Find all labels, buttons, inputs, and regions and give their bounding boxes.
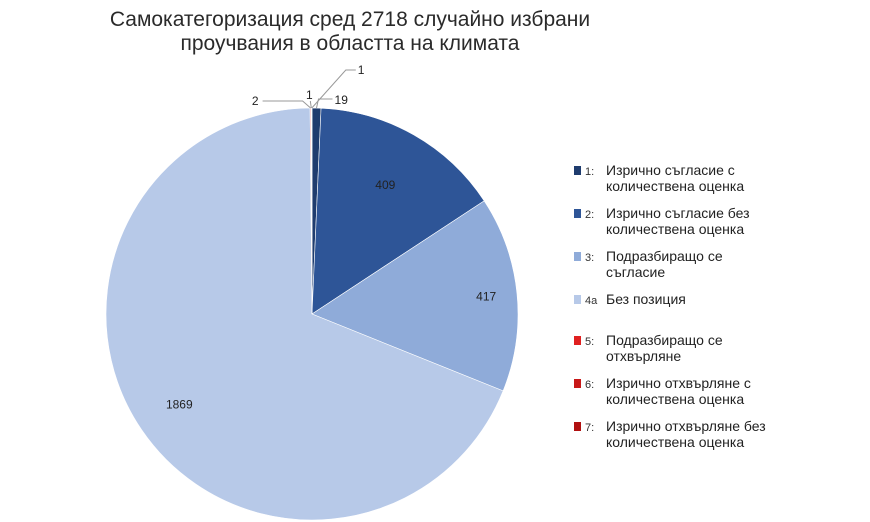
legend: 1: Изрично съгласие с количествена оценка 2…	[570, 162, 860, 461]
legend-label-line-1: Изрично отхвърляне с	[606, 375, 751, 391]
legend-swatch	[574, 379, 581, 388]
data-label-4: 1869	[166, 398, 193, 412]
data-label-1: 19	[335, 93, 349, 107]
legend-label-line-1: Подразбиращо се	[606, 248, 723, 264]
pie-slice-2	[311, 107, 485, 315]
leader-line-5	[262, 100, 311, 109]
pie-slice-4	[105, 107, 504, 521]
legend-label-line-1: Изрично съгласие без	[606, 205, 750, 221]
legend-swatch	[574, 422, 581, 431]
chart-title-line-1: Самокатегоризация сред 2718 случайно изб…	[109, 8, 591, 31]
legend-code: 7:	[585, 422, 595, 434]
legend-label-line-1: Без позиция	[606, 291, 686, 307]
legend-label-line-2: количествена оценка	[606, 178, 745, 194]
legend-label-line-2: отхвърляне	[606, 348, 682, 364]
legend-code: 6:	[585, 379, 595, 391]
leader-line-7	[311, 69, 356, 109]
legend-code: 2:	[585, 209, 595, 221]
legend-swatch	[574, 336, 581, 345]
data-label-7: 1	[358, 63, 365, 77]
legend-item-2: 2: Изрично съгласие без количествена оценк…	[570, 205, 860, 237]
leader-line-1	[316, 98, 333, 109]
data-label-2: 409	[375, 178, 395, 192]
legend-label-line-2: количествена оценка	[606, 391, 745, 407]
legend-label-line-2: количествена оценка	[606, 221, 745, 237]
data-label-5: 2	[252, 94, 259, 108]
legend-item-7: 7: Изрично отхвърляне без количествена оце…	[570, 418, 860, 450]
legend-label-line-2: количествена оценка	[606, 434, 745, 450]
legend-item-5: 5: Подразбиращо се отхвърляне	[570, 332, 860, 364]
data-label-3: 417	[476, 290, 496, 304]
legend-code: 5:	[585, 336, 595, 348]
legend-label-line-1: Изрично отхвърляне без	[606, 418, 766, 434]
leader-line-6	[309, 100, 312, 109]
pie-slice-3	[311, 200, 519, 392]
chart-title-line-2: проучвания в областта на климата	[180, 32, 520, 55]
chart-title: Самокатегоризация сред 2718 случайно изб…	[90, 8, 610, 56]
legend-swatch	[574, 209, 581, 218]
legend-label-line-2: съгласие	[606, 264, 666, 280]
legend-gap	[570, 318, 860, 332]
legend-swatch	[574, 252, 581, 261]
legend-code: 3:	[585, 252, 595, 264]
legend-label-line-1: Изрично съгласие с	[606, 162, 735, 178]
legend-code: 1:	[585, 166, 595, 178]
legend-item-6: 6: Изрично отхвърляне с количествена оценк…	[570, 375, 860, 407]
legend-swatch	[574, 166, 581, 175]
legend-item-3: 3: Подразбиращо се съгласие	[570, 248, 860, 280]
legend-swatch	[574, 295, 581, 304]
legend-code: 4a	[585, 295, 598, 307]
legend-item-1: 1: Изрично съгласие с количествена оценка	[570, 162, 860, 194]
legend-item-4: 4a Без позиция	[570, 291, 860, 307]
data-label-6: 1	[306, 88, 313, 102]
legend-label-line-1: Подразбиращо се	[606, 332, 723, 348]
